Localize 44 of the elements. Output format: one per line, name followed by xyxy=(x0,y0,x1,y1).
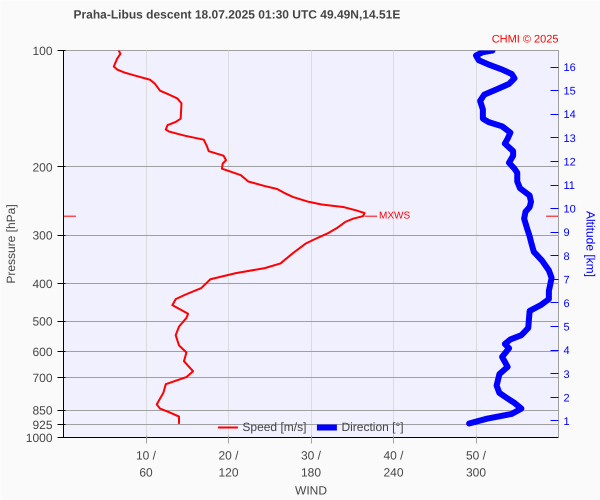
y-tick-label: 300 xyxy=(32,228,53,243)
y2-tick-label: 14 xyxy=(564,109,576,122)
y-tick-label: 200 xyxy=(32,160,53,174)
y-tick-label: 1000 xyxy=(26,431,53,445)
y2-tick-label: 4 xyxy=(564,345,570,358)
y-tick-label: 100 xyxy=(32,44,53,58)
y2-tick-label: 1 xyxy=(564,416,570,428)
y2-tick-label: 10 xyxy=(564,204,576,216)
x2-tick-label: 240 xyxy=(383,466,404,480)
y-tick-label: 850 xyxy=(32,404,53,418)
y2-tick-label: 5 xyxy=(564,322,570,334)
y2-tick-label: 7 xyxy=(564,274,570,286)
y2-tick-label: 6 xyxy=(564,298,570,310)
y2-tick-label: 8 xyxy=(564,250,570,263)
y-tick-label: 500 xyxy=(32,314,53,328)
y2-tick-label: 16 xyxy=(564,62,576,74)
y2-tick-label: 11 xyxy=(564,180,575,192)
y-tick-label: 400 xyxy=(32,276,53,291)
y2-tick-label: 9 xyxy=(564,227,570,240)
y-axis-title: Pressure [hPa] xyxy=(4,204,18,284)
legend-label: Speed [m/s] xyxy=(242,420,306,434)
x-tick-label: 30 / xyxy=(300,448,322,462)
y-tick-label: 600 xyxy=(32,345,53,360)
y-tick-label: 925 xyxy=(32,418,53,432)
x-tick-label: 20 / xyxy=(218,448,240,462)
y2-tick-label: 3 xyxy=(564,368,570,381)
x-tick-label: 50 / xyxy=(466,448,487,462)
chart-title: Praha-Libus descent 18.07.2025 01:30 UTC 49.49N,14.51E xyxy=(74,8,400,22)
x-axis-title: WIND xyxy=(295,484,328,498)
legend-label: Direction [°] xyxy=(341,420,404,434)
x2-tick-label: 300 xyxy=(466,466,486,480)
x-tick-label: 10 / xyxy=(136,448,157,462)
x2-tick-label: 60 xyxy=(139,466,153,480)
text: CHMI © 2025 xyxy=(492,34,558,46)
x-tick-label: 40 / xyxy=(383,448,404,462)
y2-axis-title: Altitude [km] xyxy=(584,210,598,278)
y2-tick-label: 12 xyxy=(564,156,576,168)
y2-tick-label: 2 xyxy=(564,392,570,404)
x2-tick-label: 180 xyxy=(300,466,322,480)
y2-tick-label: 15 xyxy=(564,86,576,98)
x2-tick-label: 120 xyxy=(218,466,239,480)
y2-tick-label: 13 xyxy=(564,132,576,145)
y-tick-label: 700 xyxy=(32,371,53,386)
ref-line-label: MXWS xyxy=(379,210,410,222)
